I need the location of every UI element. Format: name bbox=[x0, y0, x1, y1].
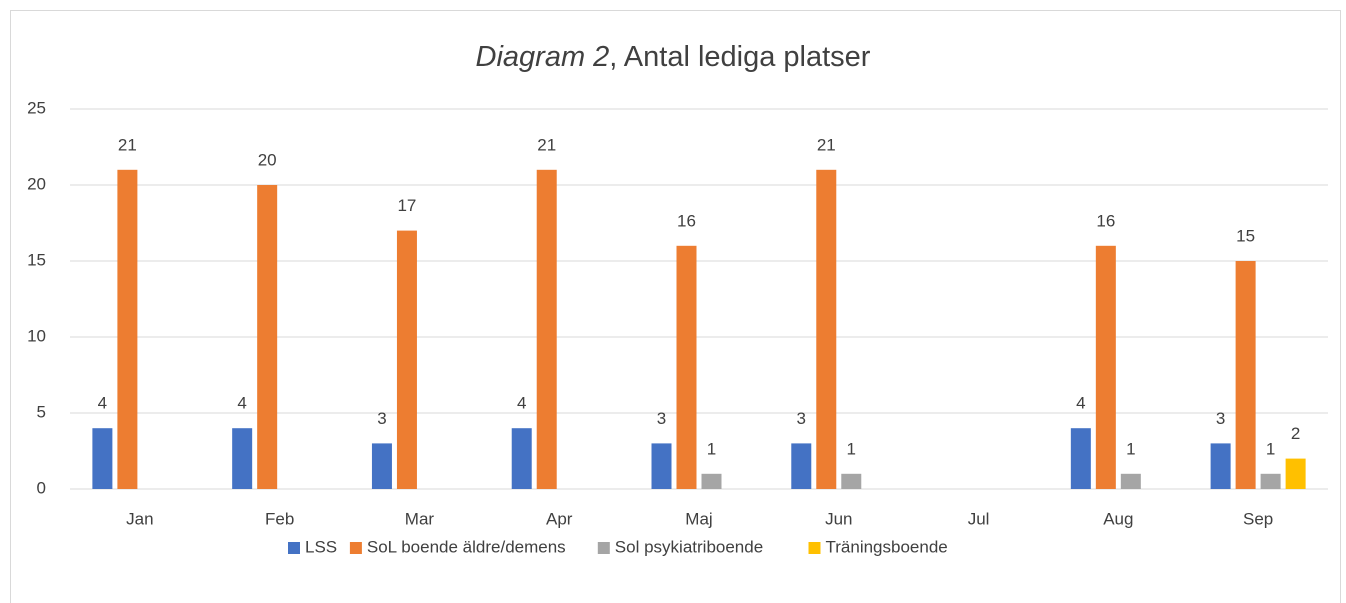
legend-label: Träningsboende bbox=[826, 537, 948, 556]
value-label: 1 bbox=[707, 439, 716, 458]
y-tick-label: 20 bbox=[27, 174, 46, 193]
chart-border bbox=[10, 10, 1341, 603]
value-label: 3 bbox=[1216, 409, 1225, 428]
bar bbox=[511, 428, 532, 489]
bar bbox=[791, 443, 812, 489]
value-label: 4 bbox=[1076, 394, 1085, 413]
bar bbox=[536, 169, 557, 490]
legend-swatch bbox=[808, 542, 821, 554]
bar bbox=[676, 245, 697, 489]
value-label: 1 bbox=[1126, 439, 1135, 458]
value-label: 3 bbox=[377, 409, 386, 428]
y-tick-label: 25 bbox=[27, 98, 46, 117]
bar bbox=[1235, 261, 1256, 489]
chart-title: Diagram 2, Antal lediga platser bbox=[476, 41, 871, 73]
bar bbox=[1285, 458, 1306, 489]
value-label: 2 bbox=[1291, 424, 1300, 443]
x-tick-label: Mar bbox=[405, 509, 435, 528]
bar bbox=[816, 169, 837, 490]
bar bbox=[396, 230, 417, 489]
title-italic: Diagram 2 bbox=[476, 41, 610, 73]
x-tick-label: Apr bbox=[546, 509, 573, 528]
value-label: 21 bbox=[817, 135, 836, 154]
y-tick-label: 0 bbox=[37, 478, 46, 497]
legend-label: SoL boende äldre/demens bbox=[367, 537, 566, 556]
bar bbox=[701, 473, 722, 489]
x-tick-label: Feb bbox=[265, 509, 294, 528]
bar bbox=[92, 428, 113, 489]
legend-swatch bbox=[288, 542, 300, 554]
x-tick-label: Maj bbox=[685, 509, 712, 528]
bar bbox=[257, 185, 278, 489]
value-label: 20 bbox=[258, 150, 277, 169]
value-label: 17 bbox=[397, 196, 416, 215]
bar bbox=[1070, 428, 1091, 489]
bar bbox=[1260, 473, 1281, 489]
value-label: 4 bbox=[237, 394, 246, 413]
legend-swatch bbox=[349, 542, 362, 554]
x-tick-label: Jun bbox=[825, 509, 852, 528]
value-label: 21 bbox=[118, 135, 137, 154]
bar bbox=[232, 428, 253, 489]
value-label: 16 bbox=[1096, 211, 1115, 230]
bar bbox=[1210, 443, 1231, 489]
legend-swatch bbox=[597, 542, 610, 554]
bar bbox=[1120, 473, 1141, 489]
value-label: 21 bbox=[537, 135, 556, 154]
y-tick-label: 5 bbox=[37, 402, 46, 421]
x-tick-label: Aug bbox=[1103, 509, 1133, 528]
x-tick-label: Sep bbox=[1243, 509, 1273, 528]
title-rest: , Antal lediga platser bbox=[609, 41, 871, 73]
legend-label: LSS bbox=[305, 537, 337, 556]
bar bbox=[841, 473, 862, 489]
value-label: 4 bbox=[98, 394, 107, 413]
value-label: 3 bbox=[797, 409, 806, 428]
value-label: 3 bbox=[657, 409, 666, 428]
value-label: 1 bbox=[847, 439, 856, 458]
bar bbox=[117, 169, 138, 490]
x-tick-label: Jul bbox=[968, 509, 990, 528]
value-label: 1 bbox=[1266, 439, 1275, 458]
value-label: 15 bbox=[1236, 226, 1255, 245]
value-label: 4 bbox=[517, 394, 526, 413]
bar bbox=[651, 443, 672, 489]
y-tick-label: 15 bbox=[27, 250, 46, 269]
y-tick-label: 10 bbox=[27, 326, 46, 345]
x-tick-label: Jan bbox=[126, 509, 153, 528]
bar bbox=[371, 443, 392, 489]
legend-label: Sol psykiatriboende bbox=[615, 537, 763, 556]
value-label: 16 bbox=[677, 211, 696, 230]
bar bbox=[1095, 245, 1116, 489]
